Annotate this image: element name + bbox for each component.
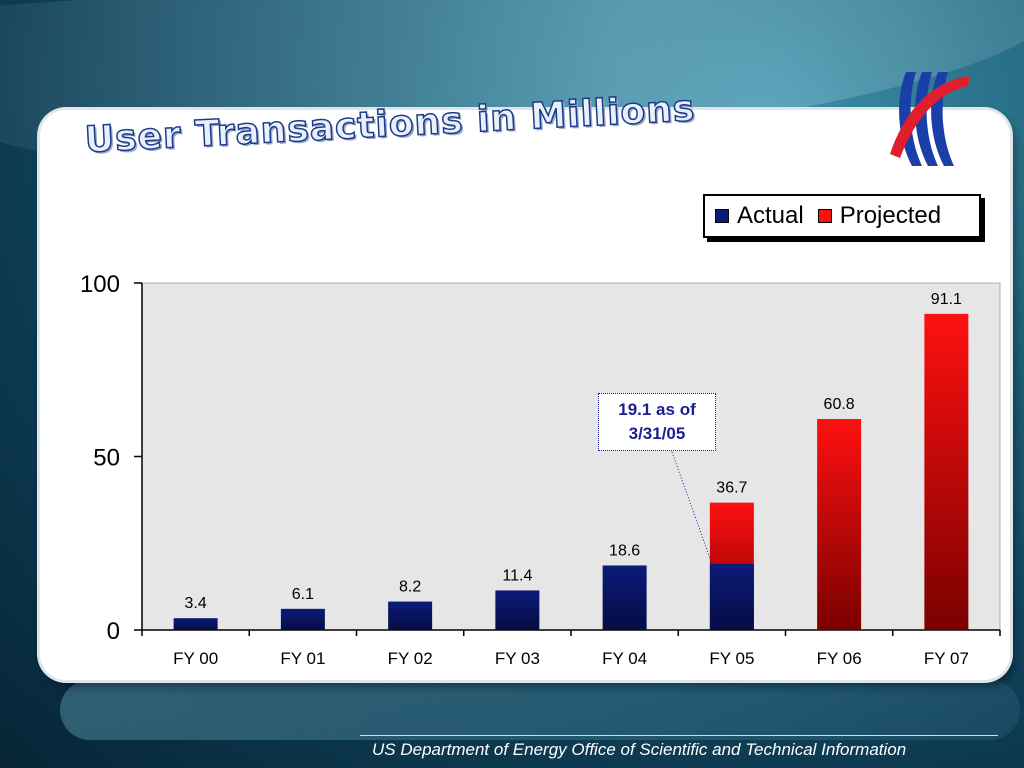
bar-data-label: 36.7 bbox=[716, 480, 747, 497]
bar-data-label: 8.2 bbox=[399, 579, 421, 596]
legend-label-actual: Actual bbox=[737, 202, 804, 229]
legend-swatch-actual bbox=[715, 209, 729, 223]
bar-projected bbox=[924, 313, 969, 630]
bar-actual bbox=[602, 565, 647, 630]
plot-area bbox=[141, 282, 1001, 631]
legend-item-actual: Actual bbox=[715, 202, 804, 230]
y-tick-label: 100 bbox=[80, 271, 120, 298]
legend-item-projected: Projected bbox=[817, 202, 942, 230]
osti-swoosh-logo-icon bbox=[890, 72, 970, 166]
chart-legend: Actual Projected bbox=[703, 194, 981, 238]
legend-label-projected: Projected bbox=[839, 202, 942, 229]
x-tick-label: FY 00 bbox=[173, 649, 218, 668]
x-tick-label: FY 01 bbox=[280, 649, 325, 668]
x-tick-label: FY 02 bbox=[388, 649, 433, 668]
footer-text: US Department of Energy Office of Scient… bbox=[372, 740, 907, 759]
x-tick-label: FY 07 bbox=[924, 649, 969, 668]
bar-data-label: 3.4 bbox=[185, 595, 207, 612]
x-tick-label: FY 05 bbox=[709, 649, 754, 668]
bar-data-label: 6.1 bbox=[292, 586, 314, 603]
legend-swatch-projected bbox=[817, 209, 832, 223]
bar-actual bbox=[495, 590, 540, 630]
x-tick-label: FY 03 bbox=[495, 649, 540, 668]
bar-data-label: 18.6 bbox=[609, 542, 640, 559]
bar-actual bbox=[709, 563, 754, 630]
y-tick-label: 50 bbox=[93, 445, 120, 472]
bar-actual bbox=[173, 618, 218, 630]
x-tick-label: FY 04 bbox=[602, 649, 647, 668]
y-tick-label: 0 bbox=[107, 618, 120, 645]
background-swoosh-bottom bbox=[60, 680, 1020, 740]
bar-data-label: 60.8 bbox=[824, 396, 855, 413]
bar-actual bbox=[280, 608, 325, 630]
footer-rule bbox=[360, 735, 998, 736]
x-tick-label: FY 06 bbox=[817, 649, 862, 668]
bar-data-label: 11.4 bbox=[502, 567, 532, 584]
chart-callout: 19.1 as of 3/31/05 bbox=[598, 393, 716, 451]
bar-data-label: 91.1 bbox=[931, 291, 962, 308]
bar-projected bbox=[817, 419, 862, 630]
bar-actual bbox=[388, 601, 433, 630]
